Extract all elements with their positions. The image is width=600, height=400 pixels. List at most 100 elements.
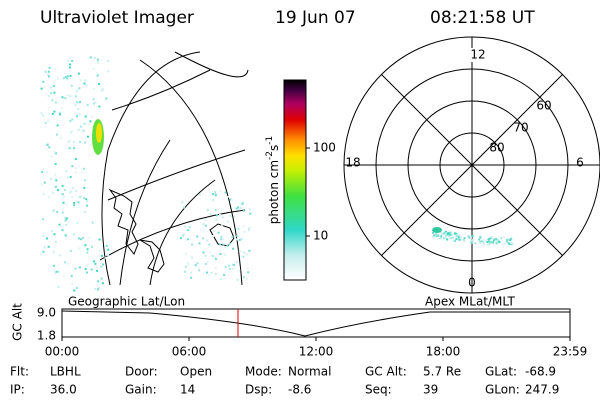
map-edge [107,51,201,151]
speckle [55,179,58,182]
speckle [206,260,209,263]
speckle [84,179,87,182]
speckle [214,267,217,270]
timeline-axis-label: GC Alt [11,303,25,341]
speckle [60,107,63,110]
timeline-ytick: 9.0 [37,306,56,320]
speckle [69,175,72,178]
speckle [207,208,209,211]
speckle [73,147,76,150]
colorbar-tick-label: 100 [313,141,336,155]
speckle [444,236,447,239]
speckle [76,221,79,224]
speckle [42,234,45,237]
speckle [84,115,87,118]
axis [381,74,563,256]
footer-value: -8.6 [288,383,311,397]
speckle [94,101,97,104]
speckle [232,247,234,250]
speckle [227,220,230,223]
speckle [93,260,95,263]
speckle [72,206,75,208]
speckle [45,171,48,174]
speckle [204,254,207,257]
speckle [59,137,62,140]
speckle [439,231,442,234]
speckle [235,207,238,210]
speckle [86,251,89,254]
speckle [50,92,52,95]
speckle [86,204,88,207]
speckle [50,229,53,232]
lat-line [107,149,246,201]
speckle [64,261,67,264]
speckle [71,195,74,198]
speckle [242,255,245,258]
speckle [238,250,241,253]
speckle [183,225,186,228]
speckle [96,75,99,77]
speckle [238,208,241,211]
speckle [215,218,218,221]
speckle [69,120,72,122]
speckle [190,271,193,274]
speckle [47,94,50,97]
speckle [246,277,248,280]
colorbar-label: photon cm-2s-1 [265,136,281,225]
speckle [500,237,503,240]
speckle [503,242,506,245]
speckle [449,231,452,234]
speckle [446,232,449,235]
speckle [243,276,246,279]
speckle [74,104,77,107]
footer-label: Door: [125,365,158,379]
speckle [225,246,228,249]
speckle [235,238,238,241]
speckle [42,168,45,171]
speckle [88,237,91,240]
speckle [69,190,72,193]
speckle [68,147,71,150]
speckle [59,111,62,114]
speckle [64,97,67,100]
speckle [47,120,50,122]
speckle [54,173,57,176]
speckle [73,233,76,236]
speckle [62,77,65,80]
speckle [66,176,69,179]
speckle [216,214,218,217]
speckle [104,98,107,101]
speckle [54,185,57,188]
speckle [53,151,56,154]
footer-value: 5.7 Re [423,365,461,379]
speckle [506,240,509,243]
speckle [42,86,45,88]
speckle [458,238,461,241]
speckle [488,242,491,245]
speckle [478,238,481,241]
footer-label: GLat: [485,365,517,379]
speckle [73,204,76,207]
timeline-xtick: 00:00 [45,345,80,359]
speckle [85,198,88,201]
speckle [101,282,104,285]
speckle [71,165,74,168]
speckle [40,253,43,256]
speckle [490,237,493,240]
speckle [67,141,70,144]
speckle [53,110,56,113]
speckle [69,249,72,252]
speckle [204,263,207,265]
mlt-label: 12 [470,48,485,62]
speckle [444,230,447,233]
speckle [220,236,223,238]
speckle [202,237,205,240]
speckle [508,242,511,245]
speckle [229,267,232,270]
speckle [486,240,489,243]
speckle [83,167,85,170]
speckle [65,218,68,221]
speckle [434,233,437,236]
speckle [70,274,73,277]
speckle [74,171,77,174]
